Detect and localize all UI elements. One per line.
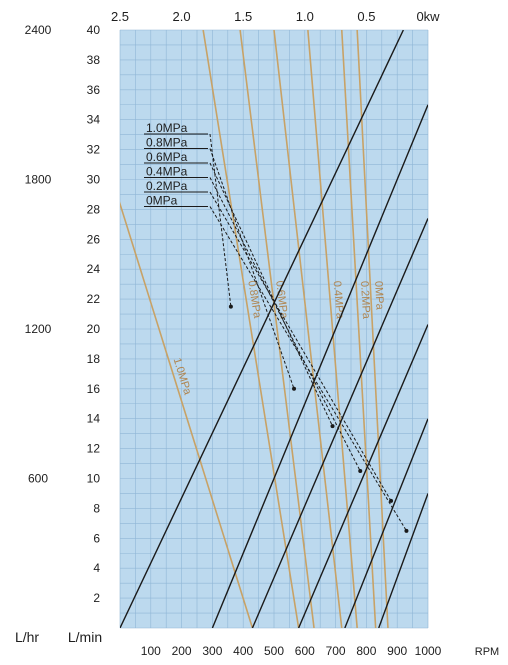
x-tick-label: 400	[233, 644, 253, 658]
y-lmin-tick-label: 38	[87, 53, 101, 67]
y-lmin-tick-label: 6	[93, 531, 100, 545]
y-lmin-tick-label: 14	[87, 412, 101, 426]
flow-line-0mpa	[378, 493, 428, 628]
y-lmin-tick-label: 12	[87, 442, 101, 456]
y-lmin-tick-label: 26	[87, 232, 101, 246]
y-lhr-axis-label: L/hr	[15, 629, 39, 645]
flow-legend-marker	[292, 386, 297, 391]
power-line-label-0mpa: 0MPa	[372, 281, 386, 311]
power-line-0-8mpa	[202, 30, 300, 628]
x-axis-label: RPM	[475, 646, 499, 658]
x-tick-label: 500	[264, 644, 284, 658]
flow-legend-label-0mpa: 0MPa	[146, 194, 178, 208]
power-line-label-0-2mpa: 0.2MPa	[358, 281, 372, 320]
y-lhr-tick-label: 600	[28, 472, 48, 486]
y-lmin-tick-label: 16	[87, 382, 101, 396]
top-kw-tick-label: 1.5	[234, 9, 252, 24]
power-line-0-2mpa	[340, 30, 377, 628]
top-kw-tick-label: 0.5	[357, 9, 375, 24]
y-lmin-tick-label: 24	[87, 262, 101, 276]
y-lmin-tick-label: 4	[93, 561, 100, 575]
x-tick-label: 600	[295, 644, 315, 658]
flow-legend-marker	[389, 498, 394, 503]
flow-legend-marker	[330, 424, 335, 429]
y-lmin-tick-label: 40	[87, 23, 101, 37]
power-line-0-4mpa	[307, 30, 358, 628]
y-lmin-tick-label: 32	[87, 143, 101, 157]
y-lmin-tick-label: 36	[87, 83, 101, 97]
x-tick-label: 700	[326, 644, 346, 658]
power-line-label-0-6mpa: 0.6MPa	[273, 280, 290, 320]
flow-legend-marker	[228, 304, 233, 309]
power-line-label-0-4mpa: 0.4MPa	[331, 280, 346, 320]
x-tick-label: 800	[356, 644, 376, 658]
y-lmin-tick-label: 22	[87, 292, 101, 306]
x-tick-label: 900	[387, 644, 407, 658]
y-lmin-tick-label: 30	[87, 173, 101, 187]
flow-line-0-6mpa	[251, 218, 428, 628]
y-lmin-tick-label: 8	[93, 501, 100, 515]
x-tick-label: 200	[172, 644, 192, 658]
y-lmin-tick-label: 18	[87, 352, 101, 366]
flow-legend-leader	[209, 148, 295, 389]
x-tick-label: 300	[202, 644, 222, 658]
flow-legend-label-0-2mpa: 0.2MPa	[146, 179, 188, 193]
y-lhr-tick-label: 1200	[25, 322, 52, 336]
flow-line-0-4mpa	[297, 324, 428, 628]
flow-line-1-0mpa	[120, 30, 404, 628]
power-line-0-6mpa	[239, 30, 315, 628]
y-lmin-tick-label: 2	[93, 591, 100, 605]
top-kw-tick-label: 0kw	[416, 9, 440, 24]
y-lmin-tick-label: 20	[87, 322, 101, 336]
top-kw-tick-label: 2.0	[173, 9, 191, 24]
power-line-0mpa	[356, 30, 389, 628]
flow-line-0-8mpa	[211, 104, 428, 628]
y-lmin-tick-label: 28	[87, 202, 101, 216]
top-kw-tick-label: 2.5	[111, 9, 129, 24]
y-lmin-tick-label: 34	[87, 113, 101, 127]
top-kw-tick-label: 1.0	[296, 9, 314, 24]
y-lmin-tick-label: 10	[87, 472, 101, 486]
power-line-1-0mpa	[120, 201, 254, 628]
x-tick-label: 1000	[415, 644, 442, 658]
flow-legend-label-0-4mpa: 0.4MPa	[146, 165, 188, 179]
flow-legend-leader	[209, 206, 407, 532]
flow-legend-marker	[358, 469, 363, 474]
y-lmin-axis-label: L/min	[68, 629, 102, 645]
power-line-0-5mpa	[273, 30, 343, 628]
flow-legend-label-0-6mpa: 0.6MPa	[146, 150, 188, 164]
y-lhr-tick-label: 2400	[25, 23, 52, 37]
flow-legend-label-0-8mpa: 0.8MPa	[146, 136, 188, 150]
x-tick-label: 100	[141, 644, 161, 658]
y-lhr-tick-label: 1800	[25, 173, 52, 187]
flow-legend-label-1-0mpa: 1.0MPa	[146, 121, 188, 135]
flow-legend-marker	[404, 528, 409, 533]
flow-line-0-2mpa	[344, 418, 428, 628]
flow-legend-leader	[209, 162, 333, 427]
flow-legend-leader	[209, 133, 232, 307]
